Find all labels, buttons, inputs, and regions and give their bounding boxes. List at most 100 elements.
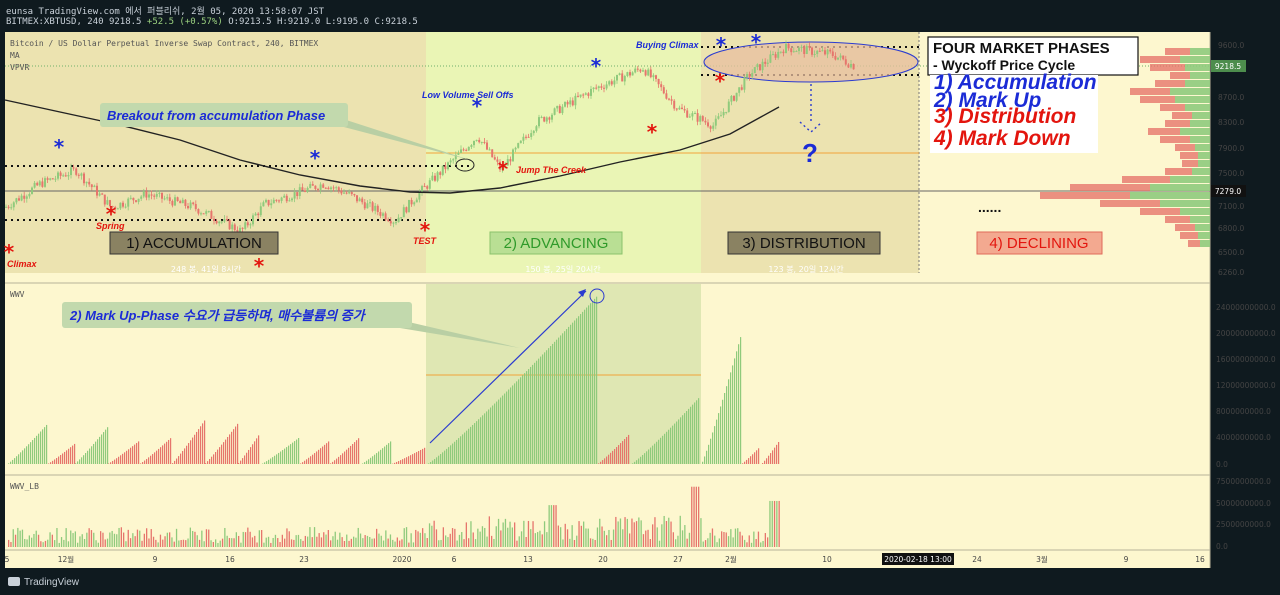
volume-bar [89,448,91,464]
volume-bar [344,451,346,464]
volume-lb-bar [502,522,504,547]
volume-bar [26,446,28,464]
volume-bar [774,447,776,464]
volume-axis: 24000000000.0 20000000000.0 16000000000.0 1… [1216,303,1276,469]
distribution-duration: 123 봉, 20일 12시간 [768,264,844,274]
volume-lb-bar [550,505,553,547]
candle-body [28,193,31,197]
volume-bar [294,441,296,464]
volume-lb-bar [412,542,415,547]
volume-lb-bar [146,528,148,547]
candle-body [839,55,842,58]
volume-bar [558,337,560,464]
candle-body [764,61,767,64]
volume-bar [140,463,142,464]
volume-bar [768,455,770,464]
volume-bar [238,462,240,464]
volume-lb-bar [580,525,582,547]
volume-bar [468,428,470,464]
volume-tick: 8000000000.0 [1216,407,1271,416]
candle-body [816,50,819,54]
candle-body [101,193,104,195]
legend-subtitle: - Wyckoff Price Cycle [933,57,1075,73]
volume-lb-bar [116,534,118,547]
volume-lb-bar [123,532,125,547]
volume-bar [99,436,101,464]
volume-bar [237,423,239,464]
volume-bar [366,460,368,464]
volume-lb-bar [507,527,509,547]
volume-bar [122,453,124,464]
volume-bar [486,411,488,464]
candle-body [41,181,44,187]
volume-bar [298,438,300,464]
volume-lb-bar [148,538,150,547]
volume-lb-bar [309,527,311,547]
volume-bar [642,454,644,464]
volume-tick: 24000000000.0 [1216,303,1276,312]
candle-body [67,175,70,177]
volume-bar [526,371,528,464]
candle-body [457,152,460,155]
tradingview-logo[interactable]: TradingView [8,577,79,588]
candle-body [272,199,275,204]
volume-bar [562,333,564,464]
candle-body [332,187,335,189]
volume-bar [554,341,556,464]
volume-lb-bar [557,525,559,547]
candle-body [483,141,486,143]
volume-bar [70,447,72,464]
volume-lb-bar [290,539,293,547]
volume-bar [308,457,310,464]
volume-lb-bar [175,528,178,547]
volume-lb-bar [288,531,290,547]
volume-lb-bar [714,535,716,547]
volume-lb-bar [212,541,214,547]
candle-body [44,178,46,187]
volume-lb-bar [369,536,371,547]
candle-body [798,47,800,52]
volume-bar [18,454,20,464]
volume-lb-bar [272,537,274,547]
volume-bar [742,463,744,464]
declining-dots: ...... [978,199,1001,215]
candle-body [85,181,88,184]
candle-body [790,48,793,53]
volume-bar [604,458,606,464]
candle-body [538,117,540,127]
candle-body [413,202,416,205]
volume-bar [518,379,520,464]
candle-body [761,61,764,71]
volume-bar [12,459,14,464]
candle-body [20,195,23,201]
volume-lb-bar [81,534,83,547]
volume-bar [464,432,466,464]
volume-bar [81,457,83,464]
volume-lb-bar [31,537,33,547]
volume-lb-bar [341,537,343,547]
candle-body [415,199,418,203]
candle-body [291,198,293,201]
volume-lb-bar [422,528,424,547]
volume-bar [778,442,780,464]
volume-lb-bar [778,500,780,547]
volume-lb-bar [201,530,203,547]
candle-body [777,51,780,58]
candle-body [436,172,439,181]
volume-lb-bar [465,522,467,547]
volume-lb-bar [378,533,380,547]
candle-body [665,93,668,99]
volume-lb-bar [346,534,348,547]
volume-lb-bar [438,540,440,547]
volume-bar [422,448,424,464]
candle-body [462,149,465,151]
candle-body [569,100,572,105]
candle-body [805,46,808,54]
volume-lb-bar [311,537,313,547]
star-marker: * [4,240,15,264]
volume-bar [124,452,126,464]
volume-bar [388,443,390,464]
volume-bar [438,455,440,464]
volume-bar [624,439,626,464]
